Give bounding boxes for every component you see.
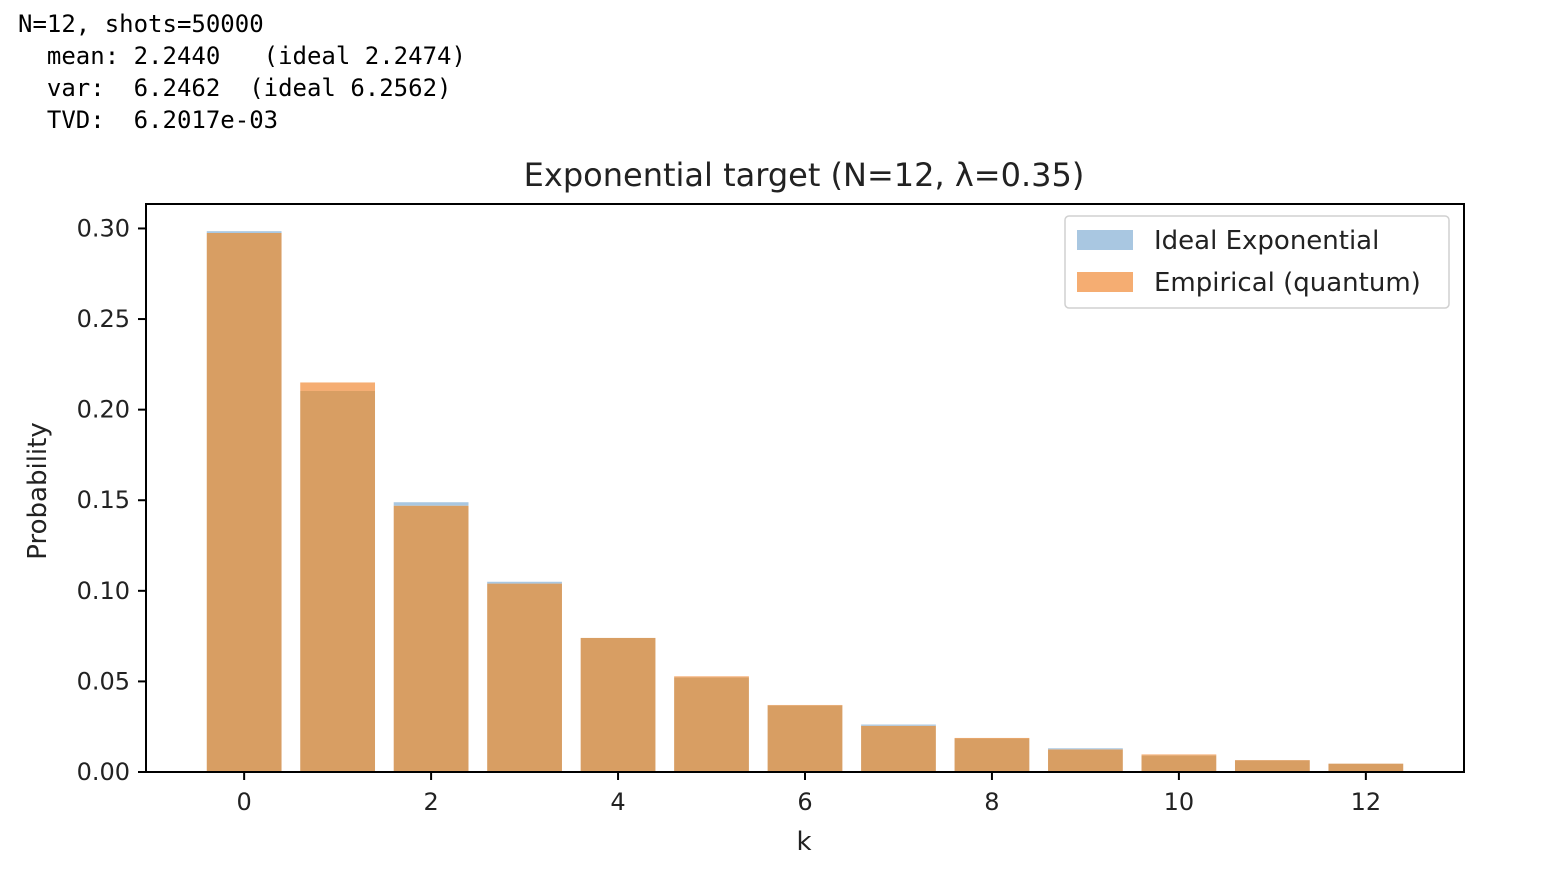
bars-layer (206, 231, 1404, 772)
bar-overlap (1234, 760, 1310, 772)
y-axis-label: Probability (23, 422, 53, 559)
legend-label: Ideal Exponential (1154, 226, 1379, 256)
console-output: N=12, shots=50000 mean: 2.2440 (ideal 2.… (18, 8, 466, 136)
bar-ideal-exponential (206, 231, 282, 233)
x-tick-label: 12 (1351, 788, 1382, 816)
bar-overlap (767, 705, 843, 772)
x-tick-label: 8 (984, 788, 999, 816)
bar-ideal-exponential (393, 502, 469, 506)
bar-overlap (1048, 749, 1123, 772)
bar-overlap (393, 505, 469, 772)
output-line: N=12, shots=50000 (18, 10, 264, 38)
output-line: var: 6.2462 (ideal 6.2562) (18, 74, 452, 102)
bar-empirical-quantum (954, 737, 1030, 739)
chart-title: Exponential target (N=12, λ=0.35) (524, 156, 1085, 194)
x-tick-label: 0 (237, 788, 252, 816)
bar-overlap (487, 583, 562, 772)
bar-overlap (674, 677, 749, 772)
x-tick-label: 2 (423, 788, 438, 816)
x-axis-label: k (796, 827, 811, 857)
bar-empirical-quantum (674, 676, 749, 678)
bar-overlap (1328, 763, 1404, 772)
y-tick-label: 0.20 (77, 396, 130, 424)
output-line: TVD: 6.2017e-03 (18, 106, 279, 134)
y-tick-label: 0.25 (77, 305, 130, 333)
bar-empirical-quantum (300, 382, 376, 391)
bar-overlap (954, 738, 1030, 772)
y-tick-label: 0.10 (77, 577, 130, 605)
y-tick-label: 0.00 (77, 758, 130, 786)
bar-ideal-exponential (487, 581, 562, 584)
x-tick-label: 4 (610, 788, 625, 816)
legend-box (1064, 215, 1450, 309)
legend: Ideal Exponential Empirical (quantum) (1064, 215, 1450, 309)
bar-overlap (300, 390, 376, 772)
bar-overlap (861, 725, 936, 772)
bar-empirical-quantum (1141, 754, 1217, 756)
axes-layer: 0 2 4 6 8 10 12 0.00 0.05 0.10 0.15 0.20 0.25 0.30 (77, 203, 1465, 816)
output-line: mean: 2.2440 (ideal 2.2474) (18, 42, 466, 70)
y-tick-label: 0.15 (77, 486, 130, 514)
bar-ideal-exponential (1048, 748, 1123, 750)
y-tick-label: 0.30 (77, 214, 130, 242)
bar-overlap (1141, 755, 1217, 772)
legend-label: Empirical (quantum) (1154, 268, 1421, 298)
x-tick-label: 10 (1164, 788, 1195, 816)
bar-overlap (580, 637, 656, 772)
legend-swatch (1077, 230, 1133, 250)
bar-ideal-exponential (861, 724, 936, 726)
x-tick-label: 6 (797, 788, 812, 816)
y-tick-label: 0.05 (77, 667, 130, 695)
bar-overlap (206, 232, 282, 772)
legend-swatch (1077, 272, 1133, 292)
